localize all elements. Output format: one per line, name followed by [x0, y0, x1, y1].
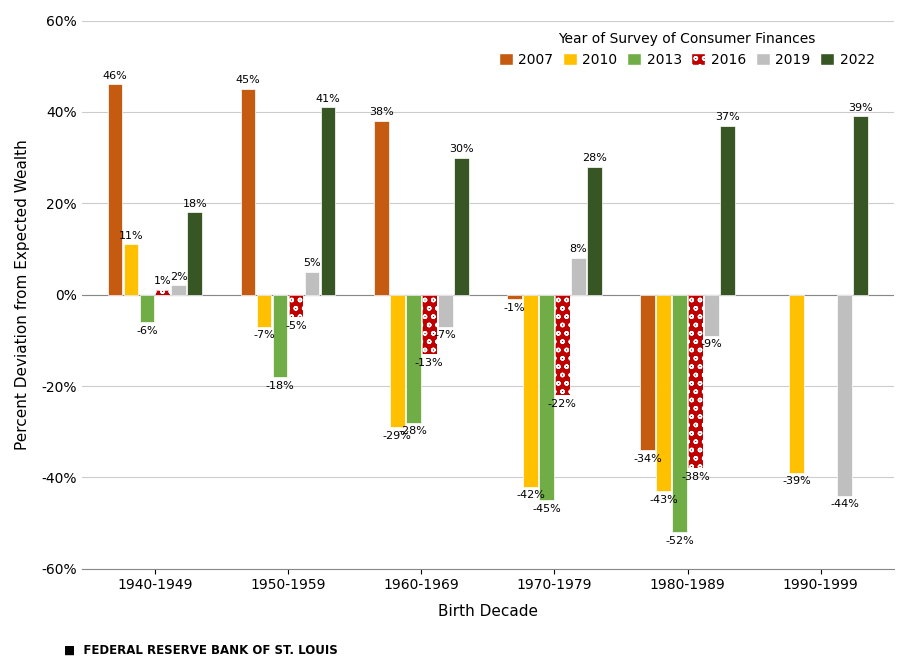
Bar: [107, 84, 122, 294]
Bar: [555, 294, 570, 395]
Bar: [139, 294, 155, 322]
Legend: 2007, 2010, 2013, 2016, 2019, 2022: 2007, 2010, 2013, 2016, 2019, 2022: [494, 28, 879, 71]
Bar: [256, 294, 272, 327]
Text: 5%: 5%: [304, 258, 321, 268]
Text: -9%: -9%: [701, 339, 723, 349]
Text: -34%: -34%: [634, 453, 662, 463]
Text: 1%: 1%: [154, 277, 172, 286]
Bar: [640, 294, 655, 450]
Text: ■  FEDERAL RESERVE BANK OF ST. LOUIS: ■ FEDERAL RESERVE BANK OF ST. LOUIS: [64, 644, 337, 657]
Bar: [789, 294, 804, 473]
Text: -5%: -5%: [285, 321, 307, 331]
Bar: [555, 294, 570, 395]
Text: -13%: -13%: [415, 358, 444, 368]
Bar: [241, 89, 255, 294]
Bar: [688, 294, 703, 468]
Bar: [837, 294, 852, 496]
Bar: [422, 294, 436, 354]
Bar: [571, 258, 585, 294]
Bar: [720, 125, 734, 294]
Text: 2%: 2%: [170, 272, 187, 282]
Text: -45%: -45%: [532, 504, 561, 514]
Text: -18%: -18%: [265, 381, 295, 391]
Bar: [507, 294, 522, 299]
Text: -7%: -7%: [435, 330, 456, 341]
Text: -28%: -28%: [399, 426, 427, 436]
Text: -7%: -7%: [254, 330, 275, 341]
Y-axis label: Percent Deviation from Expected Wealth: Percent Deviation from Expected Wealth: [15, 139, 30, 450]
Bar: [587, 167, 602, 294]
Text: 28%: 28%: [582, 153, 607, 163]
Bar: [656, 294, 671, 491]
Text: 37%: 37%: [715, 112, 740, 122]
Bar: [854, 116, 868, 294]
Text: 8%: 8%: [569, 244, 587, 254]
Bar: [704, 294, 719, 336]
Bar: [688, 294, 703, 468]
Bar: [454, 158, 468, 294]
Bar: [273, 294, 287, 377]
Text: -38%: -38%: [681, 472, 710, 482]
Text: 30%: 30%: [449, 144, 474, 154]
Text: -43%: -43%: [649, 495, 678, 505]
Bar: [438, 294, 453, 327]
Bar: [155, 290, 170, 294]
Bar: [124, 244, 138, 294]
Bar: [390, 294, 405, 427]
Text: 45%: 45%: [235, 75, 261, 85]
X-axis label: Birth Decade: Birth Decade: [438, 604, 538, 618]
Text: -1%: -1%: [504, 303, 525, 313]
Bar: [187, 213, 202, 294]
Text: -6%: -6%: [136, 325, 157, 336]
Text: -52%: -52%: [665, 536, 694, 546]
Text: 46%: 46%: [103, 71, 127, 81]
Bar: [673, 294, 687, 532]
Bar: [405, 294, 421, 422]
Bar: [155, 290, 170, 294]
Text: 11%: 11%: [118, 231, 144, 241]
Text: -22%: -22%: [548, 399, 577, 409]
Bar: [305, 272, 319, 294]
Text: 41%: 41%: [315, 94, 340, 104]
Bar: [289, 294, 304, 317]
Bar: [321, 108, 335, 294]
Bar: [172, 286, 186, 294]
Text: -29%: -29%: [383, 431, 412, 441]
Text: -44%: -44%: [830, 500, 859, 510]
Text: -39%: -39%: [783, 477, 811, 486]
Bar: [422, 294, 436, 354]
Bar: [523, 294, 538, 486]
Bar: [289, 294, 304, 317]
Text: 38%: 38%: [369, 108, 394, 117]
Text: 18%: 18%: [183, 199, 207, 209]
Bar: [539, 294, 554, 500]
Text: 39%: 39%: [848, 103, 873, 113]
Bar: [374, 121, 389, 294]
Text: -42%: -42%: [516, 490, 544, 500]
